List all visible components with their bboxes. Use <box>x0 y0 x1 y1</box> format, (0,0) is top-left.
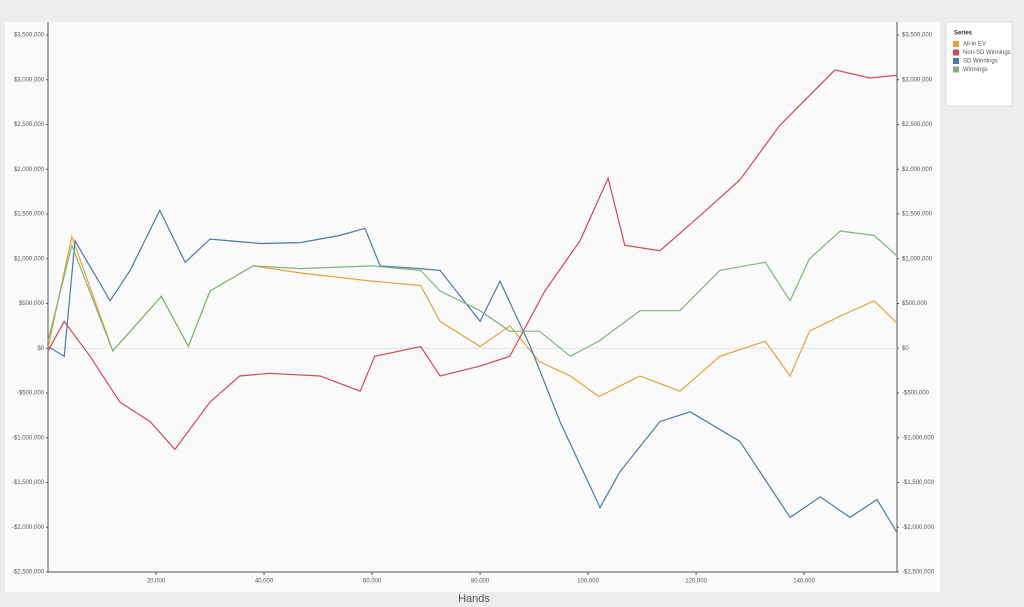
y2-tick-label: $0 <box>902 346 909 352</box>
series-line <box>47 209 898 533</box>
y2-tick-label: $1,500,000 <box>902 212 933 218</box>
y-tick-label: -$500,000 <box>17 391 45 397</box>
y-tick-label: -$1,500,000 <box>12 480 45 486</box>
y2-tick-label: $3,500,000 <box>902 33 933 39</box>
x-tick-label: 80,000 <box>471 579 490 585</box>
y-tick-label: -$2,500,000 <box>12 570 45 576</box>
x-tick-label: 120,000 <box>685 579 707 585</box>
y-tick-label: $3,500,000 <box>14 33 45 39</box>
y2-tick-label: -$2,000,000 <box>902 525 935 531</box>
y2-tick-label: -$2,500,000 <box>902 570 935 576</box>
y2-tick-label: -$1,000,000 <box>902 435 935 441</box>
y2-tick-label: $3,000,000 <box>902 77 933 83</box>
series-line <box>47 230 898 358</box>
legend-title: Series <box>954 31 973 37</box>
y-tick-label: $3,000,000 <box>14 77 45 83</box>
x-tick-label: 40,000 <box>255 579 274 585</box>
legend-label: SD Winnings <box>963 59 998 65</box>
legend-label: Winnings <box>963 67 988 73</box>
y2-tick-label: -$1,500,000 <box>902 480 935 486</box>
y2-tick-label: $500,000 <box>902 301 928 307</box>
legend-swatch <box>953 41 959 47</box>
y-tick-label: -$1,000,000 <box>12 435 45 441</box>
y2-tick-label: -$500,000 <box>902 391 930 397</box>
legend-swatch <box>953 49 959 56</box>
x-tick-label: 60,000 <box>363 579 382 585</box>
x-axis-label: Hands <box>458 593 490 605</box>
y-tick-label: $1,500,000 <box>14 212 45 218</box>
y-tick-label: $2,000,000 <box>14 167 45 173</box>
y2-tick-label: $1,000,000 <box>902 256 933 262</box>
legend-label: All-in EV <box>963 42 986 48</box>
y2-tick-label: $2,500,000 <box>902 122 933 128</box>
x-tick-label: 100,000 <box>577 579 599 585</box>
y2-tick-label: $2,000,000 <box>902 167 933 173</box>
series-line <box>47 69 898 451</box>
y-tick-label: $500,000 <box>19 301 45 307</box>
legend-swatch <box>953 58 959 64</box>
y-tick-label: $0 <box>37 346 44 352</box>
x-tick-label: 20,000 <box>147 579 166 585</box>
y-tick-label: $1,000,000 <box>14 256 45 262</box>
x-tick-label: 140,000 <box>793 579 815 585</box>
legend-swatch <box>953 66 959 73</box>
legend-label: Non-SD Winnings <box>963 50 1011 56</box>
y-tick-label: $2,500,000 <box>14 122 45 128</box>
y-tick-label: -$2,000,000 <box>12 525 45 531</box>
